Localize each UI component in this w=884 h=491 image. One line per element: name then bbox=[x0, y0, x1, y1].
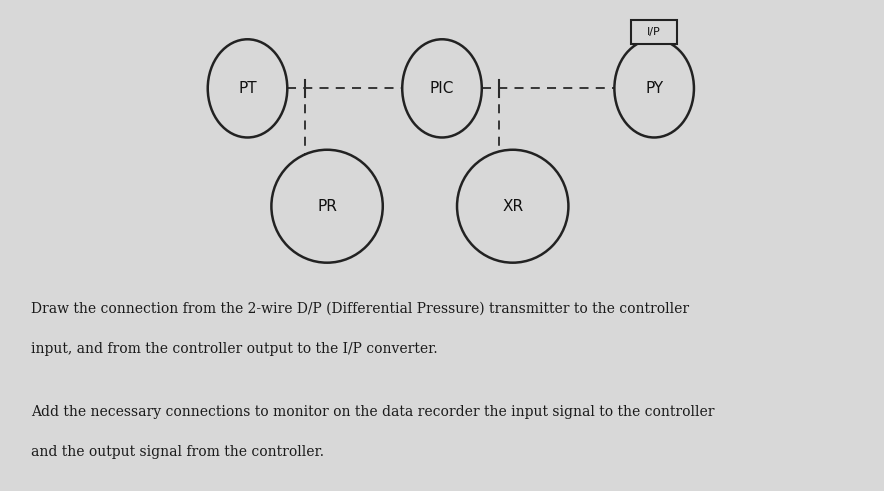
Text: I/P: I/P bbox=[647, 27, 661, 37]
Ellipse shape bbox=[457, 150, 568, 263]
Text: and the output signal from the controller.: and the output signal from the controlle… bbox=[31, 445, 324, 459]
Text: input, and from the controller output to the I/P converter.: input, and from the controller output to… bbox=[31, 342, 438, 356]
Text: Draw the connection from the 2-wire D/P (Differential Pressure) transmitter to t: Draw the connection from the 2-wire D/P … bbox=[31, 302, 689, 316]
Ellipse shape bbox=[402, 39, 482, 137]
Text: PT: PT bbox=[238, 81, 257, 96]
Ellipse shape bbox=[271, 150, 383, 263]
Text: XR: XR bbox=[502, 199, 523, 214]
Ellipse shape bbox=[614, 39, 694, 137]
Bar bbox=[476, 168, 550, 245]
Text: PY: PY bbox=[645, 81, 663, 96]
Bar bbox=[290, 168, 365, 245]
Text: PR: PR bbox=[317, 199, 337, 214]
Ellipse shape bbox=[208, 39, 287, 137]
Bar bbox=[631, 20, 677, 44]
Text: PIC: PIC bbox=[430, 81, 454, 96]
Text: Add the necessary connections to monitor on the data recorder the input signal t: Add the necessary connections to monitor… bbox=[31, 405, 714, 419]
